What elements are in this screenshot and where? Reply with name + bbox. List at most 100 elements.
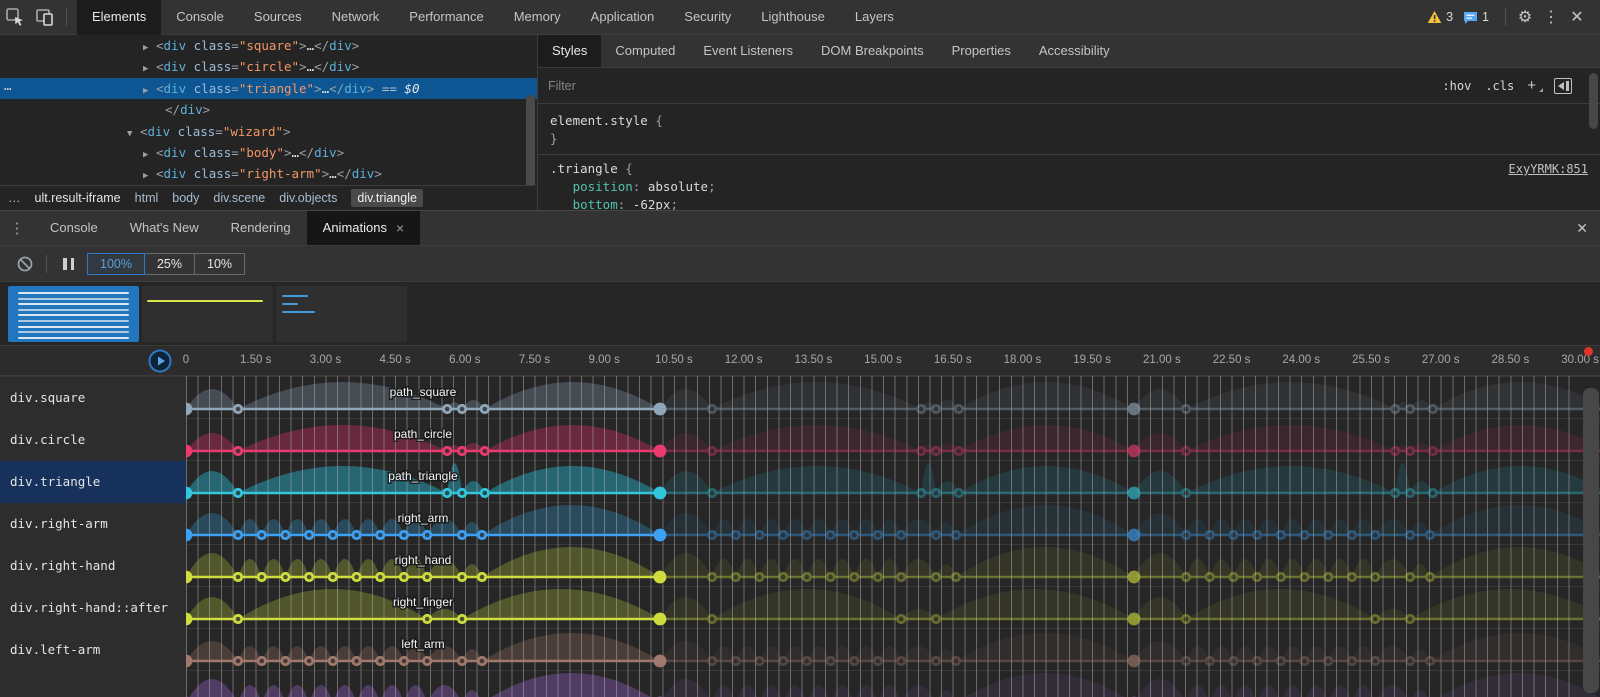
close-drawer-icon[interactable]: ✕ — [1576, 220, 1588, 237]
track-selector[interactable]: div.right-arm — [0, 503, 186, 545]
tab-dom-breakpoints[interactable]: DOM Breakpoints — [807, 35, 938, 67]
tick-label: 28.50 s — [1492, 354, 1530, 366]
animation-group-preview[interactable] — [276, 286, 407, 342]
breadcrumb-item[interactable]: div.objects — [279, 191, 337, 205]
track-selector[interactable] — [0, 671, 186, 697]
tree-row[interactable]: ▶<div class="right-arm">…</div> — [0, 163, 537, 184]
track-selector[interactable]: div.triangle — [0, 461, 186, 503]
breadcrumb-item[interactable]: body — [172, 191, 199, 205]
tree-row[interactable]: ▶<div class="circle">…</div> — [0, 56, 537, 77]
keyframe-dot[interactable] — [654, 571, 667, 584]
keyframe-dot[interactable] — [1128, 613, 1141, 626]
keyframe-dot[interactable] — [186, 529, 192, 542]
tree-row[interactable]: ▼<div class="wizard"> — [0, 121, 537, 142]
tree-row[interactable]: ⋯▶<div class="triangle">…</div> == $0 — [0, 78, 537, 99]
styles-filter-input[interactable] — [548, 79, 1435, 93]
keyframe-dot[interactable] — [186, 403, 192, 416]
clear-all-icon[interactable] — [10, 251, 40, 277]
keyframe-dot[interactable] — [654, 445, 667, 458]
keyframe-dot[interactable] — [654, 655, 667, 668]
keyframe-dot[interactable] — [186, 445, 192, 458]
sidebar-pane-toggle-icon[interactable] — [1552, 77, 1574, 95]
tree-row[interactable]: ▶<div class="square">…</div> — [0, 35, 537, 56]
track-selector[interactable]: div.square — [0, 377, 186, 419]
breadcrumb-item[interactable]: div.scene — [213, 191, 265, 205]
code-token: .triangle — [550, 161, 618, 176]
tab-accessibility[interactable]: Accessibility — [1025, 35, 1124, 67]
keyframe-dot[interactable] — [186, 571, 192, 584]
expand-arrow-icon[interactable]: ▶ — [143, 166, 156, 185]
keyframe-dot[interactable] — [1128, 571, 1141, 584]
tab-memory[interactable]: Memory — [499, 0, 576, 35]
tick-label: 27.00 s — [1422, 354, 1460, 366]
row-more-icon[interactable]: ⋯ — [4, 78, 13, 99]
drawer-tab-what-s-new[interactable]: What's New — [114, 211, 215, 245]
issues-badge[interactable]: 1 — [1463, 10, 1489, 24]
drawer-tab-animations[interactable]: Animations× — [307, 211, 421, 245]
inspect-element-icon[interactable] — [0, 4, 30, 30]
drawer-tab-console[interactable]: Console — [34, 211, 114, 245]
track-selector[interactable]: div.left-arm — [0, 629, 186, 671]
code-token: … — [322, 81, 330, 96]
tab-event-listeners[interactable]: Event Listeners — [689, 35, 807, 67]
stylesheet-source-link[interactable]: ExyYRMK:851 — [1509, 160, 1588, 178]
tab-network[interactable]: Network — [317, 0, 395, 35]
breadcrumb-item[interactable]: html — [135, 191, 159, 205]
keyframe-dot[interactable] — [1128, 487, 1141, 500]
tab-security[interactable]: Security — [669, 0, 746, 35]
drawer-tab-rendering[interactable]: Rendering — [215, 211, 307, 245]
keyframe-dot[interactable] — [186, 487, 192, 500]
styles-scrollbar[interactable] — [1589, 73, 1598, 129]
track-selector[interactable]: div.right-hand — [0, 545, 186, 587]
breadcrumb-item[interactable]: div.triangle — [351, 189, 423, 207]
settings-gear-icon[interactable]: ⚙ — [1512, 7, 1538, 27]
keyframe-dot[interactable] — [654, 529, 667, 542]
tab-computed[interactable]: Computed — [601, 35, 689, 67]
keyframe-dot[interactable] — [654, 613, 667, 626]
more-options-icon[interactable]: ⋮ — [1538, 7, 1564, 27]
keyframe-dot[interactable] — [1128, 529, 1141, 542]
breadcrumb-item[interactable]: ult.result-iframe — [35, 191, 121, 205]
tracks-scrollbar[interactable] — [1583, 388, 1599, 693]
keyframe-dot[interactable] — [1128, 403, 1141, 416]
tab-styles[interactable]: Styles — [538, 35, 601, 67]
device-toolbar-icon[interactable] — [30, 4, 60, 30]
keyframe-dot[interactable] — [654, 487, 667, 500]
new-style-rule-button[interactable]: + — [1521, 77, 1546, 94]
track-selector[interactable]: div.right-hand::after — [0, 587, 186, 629]
keyframe-dot[interactable] — [186, 655, 192, 668]
breadcrumb-item[interactable]: … — [8, 191, 21, 205]
tab-application[interactable]: Application — [576, 0, 670, 35]
track-selector[interactable]: div.circle — [0, 419, 186, 461]
tab-lighthouse[interactable]: Lighthouse — [746, 0, 840, 35]
toggle-element-state-button[interactable]: :hov — [1435, 76, 1478, 96]
tab-properties[interactable]: Properties — [938, 35, 1025, 67]
code-token — [550, 179, 573, 194]
drawer-menu-icon[interactable]: ⋮ — [0, 219, 34, 237]
keyframe-dot[interactable] — [1128, 445, 1141, 458]
close-devtools-icon[interactable]: ✕ — [1564, 7, 1590, 27]
keyframe-dot[interactable] — [186, 613, 192, 626]
close-tab-icon[interactable]: × — [396, 211, 404, 245]
playhead-marker[interactable] — [1584, 347, 1593, 356]
tree-row[interactable]: ▶<div class="body">…</div> — [0, 142, 537, 163]
animation-group-preview[interactable] — [142, 286, 273, 342]
replay-timeline-button[interactable] — [147, 348, 173, 376]
pause-all-icon[interactable] — [63, 258, 74, 270]
playback-rate-100[interactable]: 100% — [87, 253, 145, 275]
style-rule[interactable]: element.style {} — [538, 110, 1600, 154]
tab-elements[interactable]: Elements — [77, 0, 161, 35]
tab-performance[interactable]: Performance — [394, 0, 498, 35]
playback-rate-25[interactable]: 25% — [144, 253, 195, 275]
code-token: > — [299, 38, 307, 53]
tab-console[interactable]: Console — [161, 0, 239, 35]
keyframe-dot[interactable] — [654, 403, 667, 416]
playback-rate-10[interactable]: 10% — [194, 253, 245, 275]
animation-group-preview[interactable] — [8, 286, 139, 342]
warnings-badge[interactable]: 3 — [1427, 10, 1453, 24]
element-classes-button[interactable]: .cls — [1478, 76, 1521, 96]
tab-layers[interactable]: Layers — [840, 0, 909, 35]
tree-row[interactable]: </div> — [0, 99, 537, 120]
tab-sources[interactable]: Sources — [239, 0, 317, 35]
keyframe-dot[interactable] — [1128, 655, 1141, 668]
